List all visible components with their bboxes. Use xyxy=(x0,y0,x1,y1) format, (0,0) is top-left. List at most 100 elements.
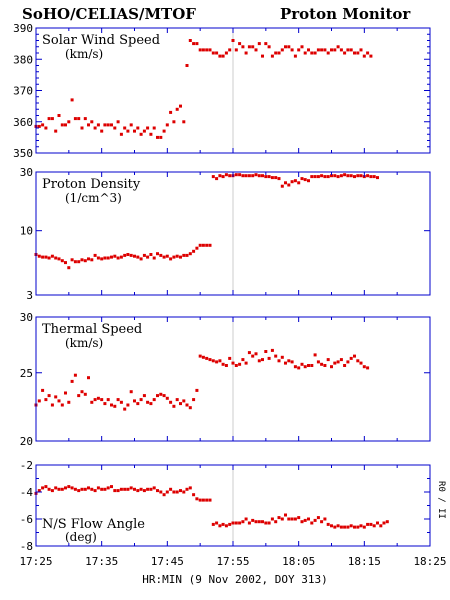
data-point xyxy=(110,485,113,489)
data-point xyxy=(83,487,87,491)
data-point xyxy=(303,51,307,55)
data-point xyxy=(362,525,366,529)
data-point xyxy=(73,487,77,491)
data-point xyxy=(287,45,291,49)
data-point xyxy=(205,498,209,502)
data-point xyxy=(198,354,202,358)
panel-4: -2 -4 -6 -8 N/S Flow Angle(deg) xyxy=(20,459,431,553)
data-point xyxy=(261,174,264,178)
data-point xyxy=(113,126,117,130)
data-point xyxy=(300,362,304,366)
data-point xyxy=(238,42,242,46)
data-point xyxy=(359,524,363,528)
data-point xyxy=(136,402,140,406)
data-point xyxy=(293,179,297,183)
data-point xyxy=(41,123,45,127)
data-point xyxy=(211,522,215,526)
data-point xyxy=(333,525,337,529)
data-point xyxy=(385,520,389,524)
data-point xyxy=(44,126,48,130)
data-point xyxy=(362,54,366,58)
x-tick-label: 17:45 xyxy=(151,555,184,568)
x-tick-label: 17:35 xyxy=(85,555,118,568)
data-point xyxy=(87,486,90,490)
data-point xyxy=(215,177,219,181)
data-point xyxy=(251,174,255,178)
data-point xyxy=(37,124,41,128)
data-point xyxy=(73,260,77,264)
data-point xyxy=(185,403,189,407)
data-point xyxy=(96,396,100,400)
data-point xyxy=(215,521,219,525)
data-point xyxy=(241,45,245,49)
data-point xyxy=(280,184,284,188)
data-point xyxy=(57,399,61,403)
data-point xyxy=(133,399,136,403)
data-point xyxy=(215,360,219,364)
data-point xyxy=(103,256,107,260)
data-point xyxy=(119,487,123,491)
data-point xyxy=(264,175,268,179)
data-point xyxy=(80,390,84,394)
y-tick-label: 390 xyxy=(13,22,33,35)
data-point xyxy=(257,174,261,178)
data-point xyxy=(152,126,156,130)
data-point xyxy=(60,259,64,263)
data-point xyxy=(238,521,242,525)
y-tick-label: 370 xyxy=(13,85,33,98)
data-point xyxy=(336,175,340,179)
data-point xyxy=(320,520,324,524)
data-point xyxy=(267,175,271,179)
data-point xyxy=(77,117,81,121)
data-point xyxy=(339,174,343,178)
data-point xyxy=(261,54,264,58)
data-point xyxy=(129,390,133,394)
y-tick-label: 25 xyxy=(20,367,33,380)
data-point xyxy=(136,126,140,130)
data-point xyxy=(244,517,248,521)
data-point xyxy=(175,398,179,402)
data-point xyxy=(159,135,163,139)
data-point xyxy=(113,254,117,258)
data-point xyxy=(366,366,370,370)
data-point xyxy=(379,524,383,528)
data-point xyxy=(284,361,287,365)
data-point xyxy=(372,175,376,179)
data-point xyxy=(182,490,186,494)
data-point xyxy=(264,350,268,353)
data-point xyxy=(218,54,222,58)
data-point xyxy=(93,126,97,130)
data-point xyxy=(323,48,327,52)
data-point xyxy=(41,255,45,259)
data-point xyxy=(257,520,261,524)
data-point xyxy=(185,64,189,67)
data-point xyxy=(47,394,51,398)
data-point xyxy=(241,358,245,362)
data-point xyxy=(270,176,274,180)
y-tick-label: 350 xyxy=(13,147,33,160)
data-point xyxy=(303,365,307,369)
data-point xyxy=(320,362,324,366)
data-point xyxy=(224,364,228,367)
data-point xyxy=(156,135,159,139)
data-point xyxy=(198,48,202,52)
data-point xyxy=(290,48,294,52)
data-point xyxy=(257,359,261,363)
data-point xyxy=(103,402,107,406)
data-point xyxy=(339,358,343,362)
data-point xyxy=(264,521,268,525)
data-point xyxy=(37,254,41,258)
y-tick-label: -4 xyxy=(20,486,34,499)
y-tick-label: -2 xyxy=(20,459,33,472)
data-point xyxy=(228,48,232,52)
x-tick-label: 18:05 xyxy=(282,555,315,568)
data-point xyxy=(142,253,146,257)
data-point xyxy=(313,51,317,55)
data-point xyxy=(116,398,120,402)
data-point xyxy=(208,498,212,502)
data-point xyxy=(356,51,360,55)
data-point xyxy=(54,129,58,133)
data-point xyxy=(208,48,212,52)
data-point xyxy=(44,398,48,402)
data-point xyxy=(320,174,324,178)
